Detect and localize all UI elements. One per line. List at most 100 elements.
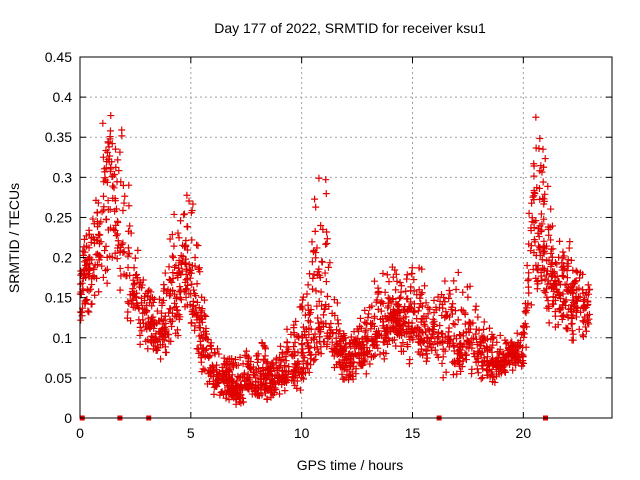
data-point bbox=[419, 351, 427, 359]
data-point bbox=[439, 304, 447, 312]
data-point bbox=[505, 358, 513, 366]
data-point bbox=[408, 270, 416, 278]
data-point bbox=[322, 190, 330, 198]
data-point bbox=[183, 191, 191, 199]
data-point bbox=[168, 278, 176, 286]
data-point bbox=[301, 311, 309, 319]
data-point bbox=[201, 366, 209, 374]
data-point bbox=[263, 395, 271, 403]
data-point bbox=[527, 224, 535, 232]
data-point bbox=[443, 311, 451, 319]
data-point bbox=[379, 322, 387, 330]
data-point bbox=[547, 205, 555, 213]
data-point bbox=[539, 145, 547, 153]
data-point bbox=[539, 264, 547, 272]
data-point bbox=[488, 348, 496, 356]
data-point bbox=[281, 353, 289, 361]
data-point bbox=[174, 326, 182, 334]
data-point bbox=[545, 231, 553, 239]
data-point bbox=[459, 329, 467, 337]
data-point bbox=[198, 333, 206, 341]
data-point bbox=[352, 365, 360, 373]
data-point bbox=[167, 318, 175, 326]
data-point bbox=[477, 375, 485, 383]
data-point bbox=[434, 340, 442, 348]
data-point bbox=[396, 279, 404, 287]
data-point bbox=[102, 215, 110, 223]
data-point bbox=[129, 276, 137, 284]
data-point bbox=[231, 355, 239, 363]
data-point bbox=[569, 336, 577, 344]
data-point bbox=[219, 377, 227, 385]
data-point bbox=[580, 304, 588, 312]
data-point bbox=[98, 262, 106, 270]
data-point bbox=[357, 349, 365, 357]
data-point bbox=[185, 197, 193, 205]
data-point bbox=[409, 336, 417, 344]
data-point bbox=[403, 275, 411, 283]
data-point bbox=[450, 277, 458, 285]
data-point bbox=[299, 357, 307, 365]
data-point bbox=[114, 156, 122, 164]
data-point bbox=[449, 320, 457, 328]
data-point bbox=[399, 347, 407, 355]
data-point bbox=[454, 268, 462, 276]
data-point bbox=[231, 389, 239, 397]
data-point bbox=[95, 251, 103, 259]
data-point bbox=[422, 357, 430, 365]
data-point bbox=[304, 301, 312, 309]
data-point bbox=[110, 184, 118, 192]
data-point bbox=[584, 281, 592, 289]
data-point bbox=[558, 315, 566, 323]
data-point bbox=[522, 343, 530, 351]
data-point bbox=[441, 333, 449, 341]
data-point bbox=[226, 361, 234, 369]
data-point bbox=[414, 348, 422, 356]
data-point bbox=[425, 326, 433, 334]
data-point bbox=[269, 377, 277, 385]
data-point bbox=[118, 126, 126, 134]
data-point bbox=[384, 294, 392, 302]
data-point bbox=[533, 285, 541, 293]
data-point bbox=[77, 271, 85, 279]
data-point bbox=[581, 313, 589, 321]
data-point bbox=[100, 165, 108, 173]
data-point bbox=[168, 231, 176, 239]
data-point bbox=[242, 347, 250, 355]
data-point bbox=[505, 345, 513, 353]
data-point bbox=[169, 269, 177, 277]
data-point bbox=[558, 259, 566, 267]
data-point bbox=[383, 271, 391, 279]
data-point bbox=[100, 192, 108, 200]
data-point bbox=[572, 313, 580, 321]
data-point bbox=[320, 311, 328, 319]
data-point bbox=[543, 293, 551, 301]
data-points bbox=[76, 112, 594, 408]
data-point bbox=[261, 343, 269, 351]
data-point bbox=[165, 263, 173, 271]
data-point bbox=[456, 351, 464, 359]
data-point bbox=[123, 314, 131, 322]
data-point bbox=[376, 331, 384, 339]
data-point bbox=[116, 264, 124, 272]
data-point bbox=[101, 247, 109, 255]
data-point bbox=[361, 306, 369, 314]
data-point bbox=[536, 244, 544, 252]
data-point bbox=[562, 296, 570, 304]
data-point bbox=[105, 143, 113, 151]
data-point bbox=[199, 351, 207, 359]
data-point bbox=[559, 262, 567, 270]
data-point bbox=[314, 314, 322, 322]
data-point bbox=[283, 325, 291, 333]
data-point bbox=[385, 278, 393, 286]
data-point bbox=[331, 311, 339, 319]
data-point bbox=[525, 269, 533, 277]
data-point bbox=[82, 232, 90, 240]
data-point bbox=[550, 269, 558, 277]
y-tick-label: 0.3 bbox=[53, 169, 73, 185]
data-point bbox=[430, 296, 438, 304]
data-point bbox=[390, 336, 398, 344]
data-point bbox=[330, 363, 338, 371]
data-point bbox=[339, 345, 347, 353]
data-point bbox=[246, 365, 254, 373]
